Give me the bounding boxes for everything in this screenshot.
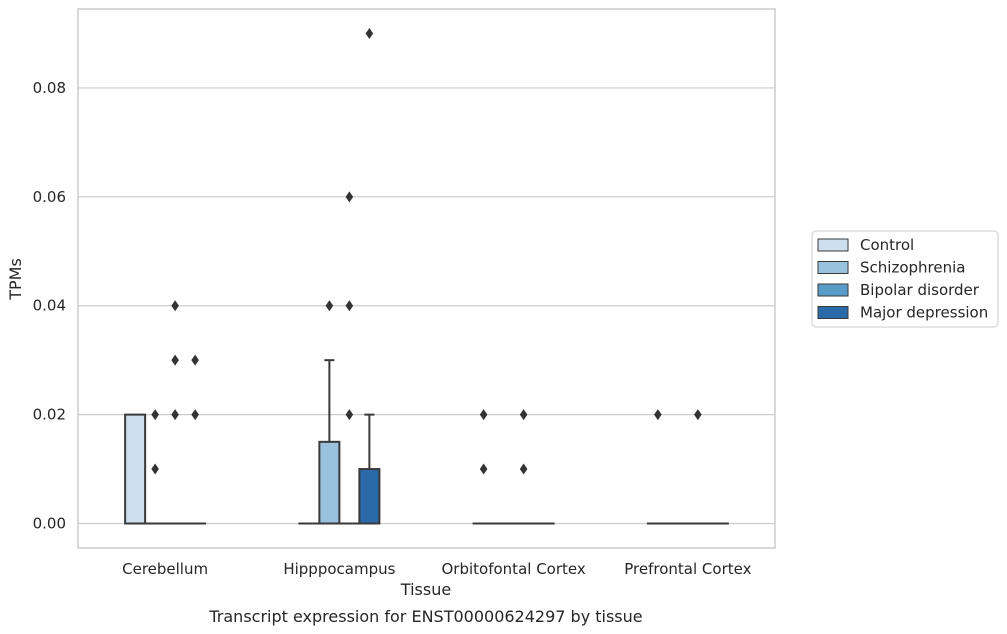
outlier-point [345, 300, 354, 312]
outlier-point [519, 409, 528, 421]
chart-caption: Transcript expression for ENST0000062429… [208, 607, 642, 626]
boxes-layer [124, 28, 729, 525]
y-tick-label: 0.04 [33, 297, 66, 315]
legend-swatch [817, 238, 849, 252]
box-body [358, 468, 381, 525]
box-bipolar-disorder [512, 409, 535, 525]
grid-layer [78, 87, 775, 525]
box-bipolar-disorder [686, 409, 709, 525]
outlier-point [191, 409, 199, 421]
box-schizophrenia [144, 409, 167, 525]
legend-box [811, 230, 999, 328]
legend-swatch [817, 306, 849, 319]
outlier-point [191, 354, 199, 366]
outlier-point [479, 463, 488, 475]
box-body [124, 413, 147, 525]
box-major-depression [358, 28, 381, 525]
outlier-point [345, 191, 354, 203]
y-tick-label: 0.00 [33, 515, 66, 533]
legend: Control Schizophrenia Bipolar disorder Majo… [811, 230, 999, 328]
ticks-layer: 0.00 0.02 0.04 0.06 0.08 Cerebellum Hipppocamp… [33, 79, 752, 578]
box-major-depression [184, 354, 207, 525]
outlier-point [479, 409, 488, 421]
outlier-point [694, 409, 702, 421]
outlier-point [171, 409, 179, 421]
x-axis-title: Tissue [400, 580, 451, 599]
box-bipolar-disorder [164, 300, 187, 525]
y-tick-label: 0.08 [33, 79, 66, 97]
legend-label: Major depression [860, 304, 988, 322]
outlier-point [365, 28, 374, 39]
x-tick-label: Cerebellum [122, 560, 208, 578]
plot-border [77, 8, 776, 549]
outlier-point [151, 409, 159, 421]
box-control [646, 409, 669, 525]
outlier-point [345, 409, 354, 421]
outlier-point [654, 409, 662, 421]
x-tick-label: Hipppocampus [283, 560, 395, 578]
outlier-point [171, 354, 179, 366]
box-control [472, 409, 495, 525]
x-tick-label: Prefrontal Cortex [624, 560, 751, 578]
y-axis-title: TPMs [6, 258, 25, 301]
box-schizophrenia [318, 300, 341, 525]
legend-label: Schizophrenia [860, 259, 965, 277]
x-tick-label: Orbitofontal Cortex [442, 560, 586, 578]
y-tick-label: 0.02 [33, 406, 66, 424]
outlier-point [151, 463, 159, 475]
outlier-point [519, 463, 528, 475]
outlier-point [325, 300, 334, 312]
box-body [318, 440, 341, 525]
plot-frame [77, 8, 776, 549]
y-tick-label: 0.06 [33, 188, 66, 206]
box-control [124, 413, 147, 525]
box-bipolar-disorder [338, 191, 361, 525]
outlier-point [171, 300, 179, 312]
legend-swatch [817, 261, 849, 274]
legend-label: Control [860, 236, 914, 254]
legend-swatch [817, 283, 849, 297]
legend-label: Bipolar disorder [860, 281, 980, 299]
